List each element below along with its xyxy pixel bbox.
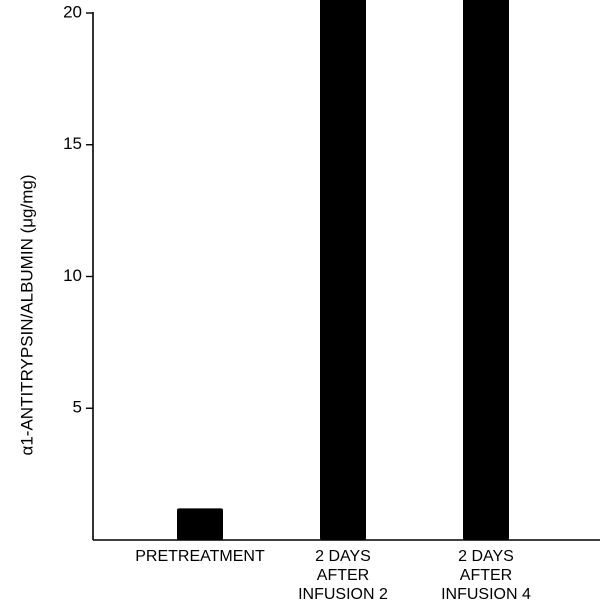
y-tick-label: 15 xyxy=(63,134,82,153)
y-tick-label: 20 xyxy=(63,2,82,21)
y-tick-label: 5 xyxy=(73,398,82,417)
bar xyxy=(320,0,366,540)
x-category-labels-group: PRETREATMENT 2 DAYS AFTER INFUSION 2 2 DAYS A… xyxy=(135,548,531,603)
x-category-label: 2 DAYS AFTER INFUSION 4 xyxy=(441,548,531,603)
bar xyxy=(463,0,509,540)
bar xyxy=(177,508,223,540)
y-tick-label: 10 xyxy=(63,266,82,285)
bars-group xyxy=(177,0,509,540)
y-axis-label: α1-ANTITRYPSIN/ALBUMIN (μg/mg) xyxy=(17,175,36,456)
x-category-label: PRETREATMENT xyxy=(135,548,265,565)
y-axis-label-group: α1-ANTITRYPSIN/ALBUMIN (μg/mg) xyxy=(17,175,36,456)
y-ticks-group: 5101520253035 xyxy=(63,2,93,417)
x-category-label: 2 DAYS AFTER INFUSION 2 xyxy=(298,548,388,603)
